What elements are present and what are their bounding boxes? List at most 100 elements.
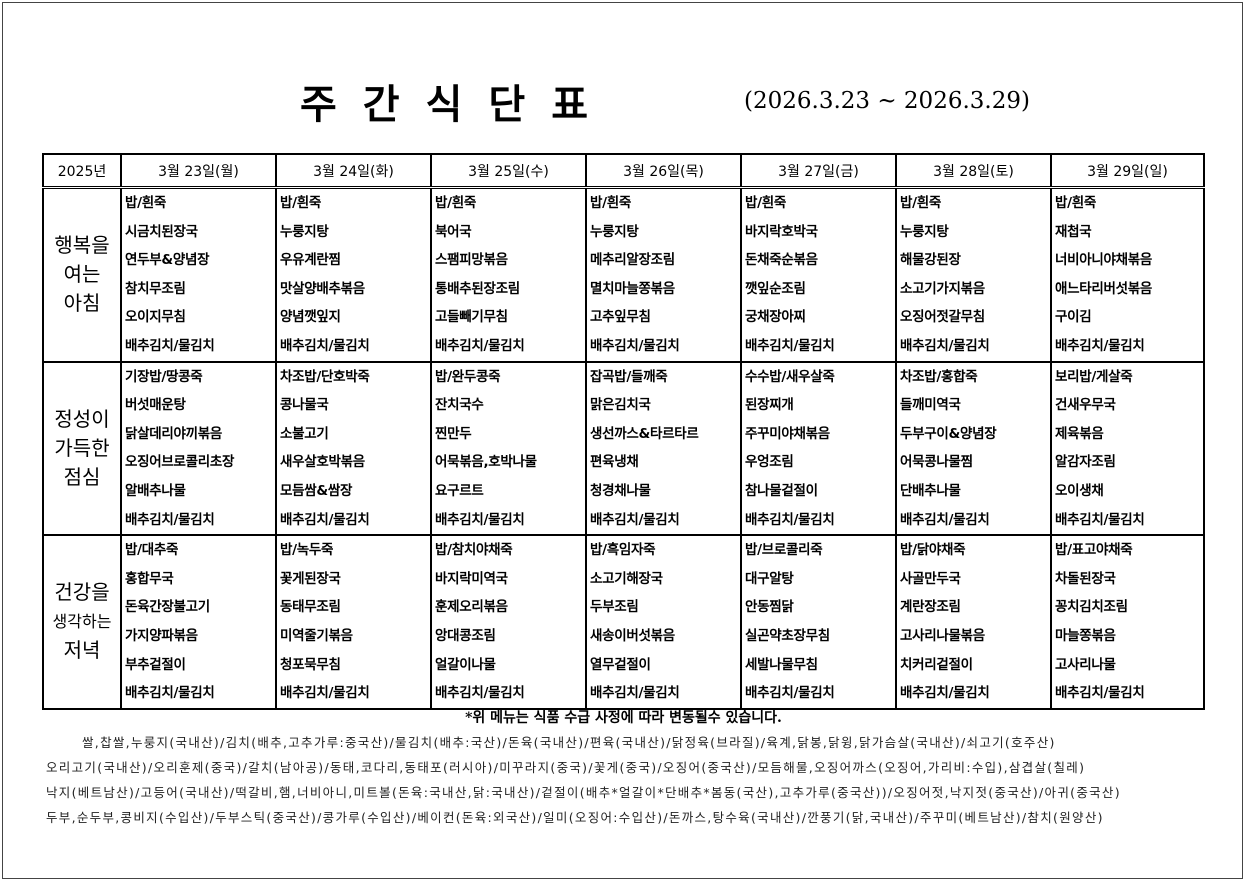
menu-item: 차돌된장국 [1055, 570, 1116, 587]
menu-item: 배추김치/물김치 [1055, 337, 1145, 354]
menu-item: 들깨미역국 [900, 397, 961, 414]
menu-item: 청경채나물 [590, 482, 651, 499]
menu-item: 배추김치/물김치 [1055, 511, 1145, 528]
origin-info: 쌀,찹쌀,누룽지(국내산)/김치(배추,고추가루:중국산)/물김치(배추:국산)… [46, 733, 1196, 833]
meal-label-line: 행복을 [54, 233, 110, 258]
menu-item: 배추김치/물김치 [125, 337, 215, 354]
menu-item: 우유계란찜 [280, 252, 341, 269]
menu-item: 닭살데리야끼볶음 [125, 425, 222, 442]
menu-cell: 차조밥/홍합죽 들깨미역국 두부구이&양념장 어묵콩나물찜 단배추나물 배추김치/물김치 [895, 361, 1052, 537]
menu-cell: 차조밥/단호박죽 콩나물국 소불고기 새우살호박볶음 모듬쌈&쌈장 배추김치/물김치 [275, 361, 432, 537]
meal-label-line: 저녁 [63, 638, 101, 663]
day-header: 3월 28일(토) [895, 153, 1052, 189]
menu-item: 밥/표고야채죽 [1055, 542, 1133, 559]
menu-item: 너비아니야채볶음 [1055, 252, 1152, 269]
menu-item: 두부조림 [590, 599, 639, 616]
menu-item: 잡곡밥/들깨죽 [590, 368, 668, 385]
menu-item: 배추김치/물김치 [125, 511, 215, 528]
menu-item: 돈채죽순볶음 [745, 252, 818, 269]
menu-item: 부추겉절이 [125, 656, 186, 673]
day-header: 3월 26일(목) [585, 153, 742, 189]
menu-item: 배추김치/물김치 [900, 337, 990, 354]
menu-item: 버섯매운탕 [125, 397, 186, 414]
menu-item: 양념깻잎지 [280, 309, 341, 326]
menu-item: 대구알탕 [745, 570, 794, 587]
menu-item: 밥/흰죽 [900, 195, 941, 211]
menu-item: 배추김치/물김치 [745, 511, 835, 528]
menu-item: 배추김치/물김치 [435, 685, 525, 702]
menu-item: 바지락호박국 [745, 223, 818, 240]
menu-item: 오이지무침 [125, 309, 186, 326]
origin-line: 낙지(베트남산)/고등어(국내산)/떡갈비,햄,너비아니,미트볼(돈육:국내산,… [46, 785, 1121, 800]
dinner-label: 건강을 생각하는 저녁 [42, 534, 122, 710]
menu-item: 배추김치/물김치 [435, 511, 525, 528]
day-header: 3월 24일(화) [275, 153, 432, 189]
origin-line: 오리고기(국내산)/오리훈제(중국)/갈치(남아공)/동태,코다리,동태포(러시… [46, 760, 1086, 775]
menu-item: 고사리나물볶음 [900, 627, 985, 644]
weekly-menu-table: 2025년 3월 23일(월) 3월 24일(화) 3월 25일(수) 3월 26일(목… [42, 153, 1205, 710]
menu-item: 꽁치김치조림 [1055, 599, 1128, 616]
menu-cell: 밥/대추죽 홍합무국 돈육간장불고기 가지양파볶음 부추겉절이 배추김치/물김치 [120, 535, 277, 710]
menu-item: 소불고기 [280, 425, 329, 442]
menu-item: 편육냉채 [590, 454, 639, 471]
menu-item: 배추김치/물김치 [590, 685, 680, 702]
menu-item: 참치무조림 [125, 280, 186, 297]
menu-item: 안동찜닭 [745, 599, 794, 616]
menu-item: 연두부&양념장 [125, 252, 210, 269]
menu-item: 누룽지탕 [280, 223, 329, 240]
breakfast-label: 행복을 여는 아침 [42, 186, 122, 363]
menu-item: 우엉조림 [745, 454, 794, 471]
menu-cell: 밥/녹두죽 꽃게된장국 동태무조림 미역줄기볶음 청포묵무침 배추김치/물김치 [275, 535, 432, 710]
menu-item: 수수밥/새우살죽 [745, 368, 835, 385]
menu-item: 고사리나물 [1055, 656, 1116, 673]
menu-item: 알감자조림 [1055, 454, 1116, 471]
menu-item: 마늘쫑볶음 [1055, 627, 1116, 644]
menu-cell: 밥/흰죽 누룽지탕 메추리알장조림 멸치마늘쫑볶음 고추잎무침 배추김치/물김치 [585, 187, 742, 363]
menu-item: 밥/대추죽 [125, 542, 179, 559]
day-header: 3월 27일(금) [740, 153, 897, 189]
day-header: 3월 29일(일) [1050, 153, 1205, 189]
meal-label-line: 정성이 [54, 406, 110, 431]
menu-item: 홍합무국 [125, 570, 174, 587]
menu-item: 시금치된장국 [125, 223, 198, 240]
lunch-label: 정성이 가득한 점심 [42, 360, 122, 537]
menu-item: 동태무조림 [280, 599, 341, 616]
menu-item: 스팸피망볶음 [435, 252, 508, 269]
menu-item: 배추김치/물김치 [1055, 685, 1145, 702]
meal-label-line: 가득한 [54, 435, 110, 460]
menu-item: 배추김치/물김치 [900, 685, 990, 702]
menu-item: 찐만두 [435, 425, 472, 442]
menu-item: 배추김치/물김치 [745, 685, 835, 702]
menu-item: 열무겉절이 [590, 656, 651, 673]
menu-item: 차조밥/단호박죽 [280, 368, 370, 385]
menu-cell: 수수밥/새우살죽 된장찌개 주꾸미야채볶음 우엉조림 참나물겉절이 배추김치/물김치 [740, 361, 897, 537]
menu-item: 생선까스&타르타르 [590, 425, 699, 442]
menu-cell: 밥/흑임자죽 소고기해장국 두부조림 새송이버섯볶음 열무겉절이 배추김치/물김치 [585, 535, 742, 710]
menu-item: 배추김치/물김치 [280, 511, 370, 528]
menu-cell: 밥/완두콩죽 잔치국수 찐만두 어묵볶음,호박나물 요구르트 배추김치/물김치 [430, 361, 587, 537]
menu-item: 계란장조림 [900, 599, 961, 616]
menu-item: 밥/완두콩죽 [435, 368, 501, 385]
menu-item: 밥/흰죽 [125, 195, 166, 211]
page-title: 주간식단표 [300, 81, 614, 128]
menu-item: 참나물겉절이 [745, 482, 818, 499]
menu-item: 차조밥/홍합죽 [900, 368, 978, 385]
menu-item: 치커리겉절이 [900, 656, 973, 673]
menu-item: 콩나물국 [280, 397, 329, 414]
menu-cell: 밥/흰죽 누룽지탕 해물강된장 소고기가지볶음 오징어젓갈무침 배추김치/물김치 [895, 187, 1052, 363]
menu-item: 궁채장아찌 [745, 309, 806, 326]
menu-change-notice: *위 메뉴는 식품 수급 사정에 따라 변동될수 있습니다. [465, 710, 782, 726]
menu-item: 건새우무국 [1055, 397, 1116, 414]
menu-item: 알배추나물 [125, 482, 186, 499]
menu-item: 가지양파볶음 [125, 627, 198, 644]
day-header: 3월 25일(수) [430, 153, 587, 189]
menu-item: 밥/흑임자죽 [590, 542, 656, 559]
origin-line: 쌀,찹쌀,누룽지(국내산)/김치(배추,고추가루:중국산)/물김치(배추:국산)… [82, 735, 1056, 750]
menu-item: 깻잎순조림 [745, 280, 806, 297]
menu-item: 바지락미역국 [435, 570, 508, 587]
menu-cell: 밥/흰죽 바지락호박국 돈채죽순볶음 깻잎순조림 궁채장아찌 배추김치/물김치 [740, 187, 897, 363]
menu-item: 밥/브로콜리죽 [745, 542, 823, 559]
